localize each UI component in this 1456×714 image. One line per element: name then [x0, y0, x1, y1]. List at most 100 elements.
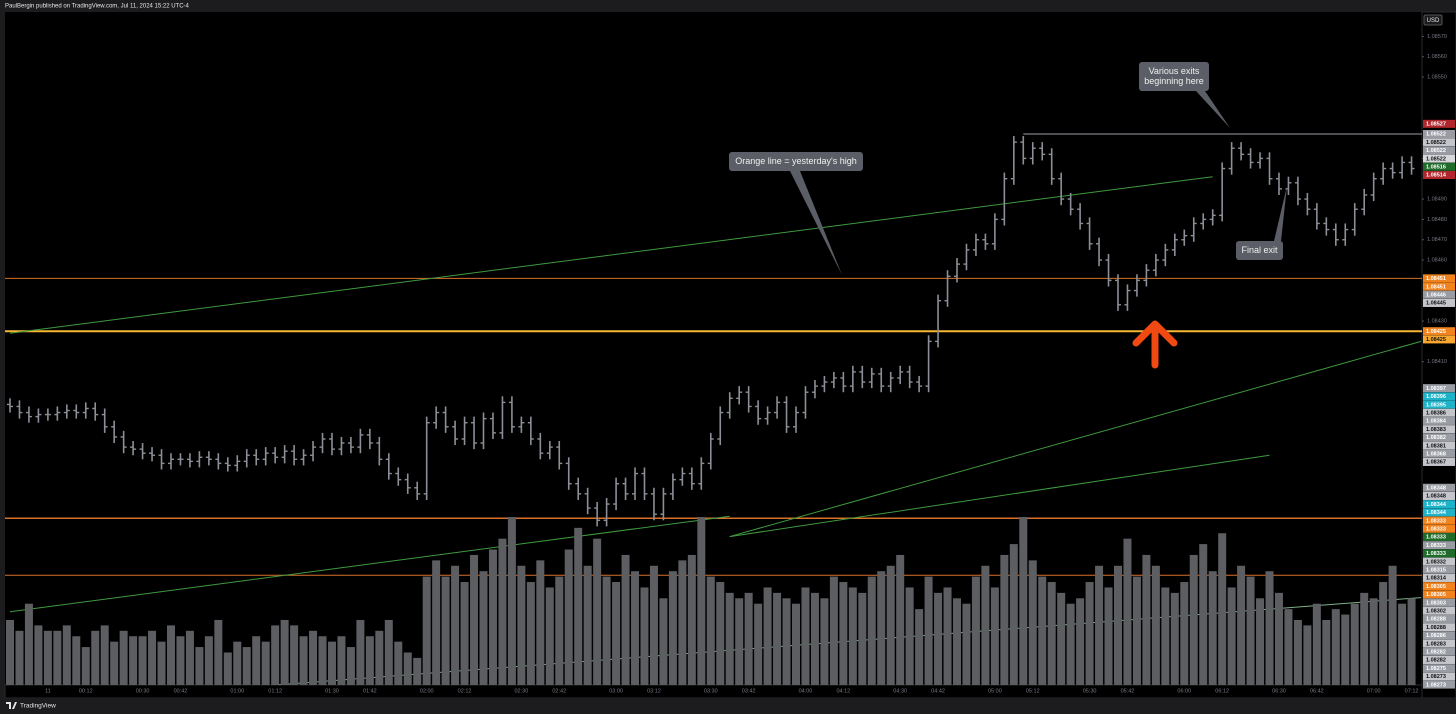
logo [6, 702, 17, 709]
x-tick-label: 07:12 [1405, 688, 1419, 694]
volume-bar [394, 641, 403, 685]
price-label: 1.08425 [1426, 329, 1446, 335]
x-tick-label: 02:30 [514, 688, 528, 694]
volume-bar [810, 592, 819, 685]
price-label-box [1423, 491, 1455, 500]
volume-bar [422, 576, 431, 685]
volume-bar [829, 576, 838, 685]
volume-bar [176, 636, 185, 685]
volume-bar [252, 636, 261, 685]
volume-bar [631, 571, 640, 685]
price-label: 1.08286 [1426, 633, 1446, 639]
y-tick-label: 1.08430 [1427, 319, 1447, 325]
price-label-box [1423, 639, 1455, 648]
price-label: 1.08386 [1426, 411, 1446, 417]
volume-bar [1199, 544, 1208, 685]
volume-bar [138, 636, 147, 685]
volume-bar [981, 565, 990, 685]
x-tick-label: 02:00 [420, 688, 434, 694]
volume-bar [763, 587, 772, 685]
volume-bar [697, 517, 706, 685]
price-label-box [1423, 557, 1455, 566]
volume-bar [602, 576, 611, 685]
currency-box [1423, 14, 1443, 26]
volume-bar [24, 603, 33, 685]
volume-bar [242, 647, 251, 685]
price-label: 1.08445 [1426, 301, 1446, 307]
price-label: 1.08315 [1426, 568, 1446, 574]
volume-bar [432, 560, 441, 685]
x-tick-label: 00:12 [79, 688, 93, 694]
x-tick-label: 01:42 [363, 688, 377, 694]
volume-bar [877, 571, 886, 685]
volume-bar [848, 587, 857, 685]
volume-bar [1274, 592, 1283, 685]
x-tick-label: 04:42 [931, 688, 945, 694]
price-label: 1.08275 [1426, 666, 1446, 672]
price-label: 1.08314 [1426, 576, 1447, 582]
price-label-box [1423, 170, 1455, 179]
price-label-box [1423, 425, 1455, 434]
volume-bar [526, 582, 535, 685]
volume-bar [1293, 619, 1302, 685]
volume-bar [574, 527, 583, 685]
price-label: 1.08303 [1426, 600, 1446, 606]
price-label: 1.08451 [1426, 284, 1446, 290]
volume-bar [356, 619, 365, 685]
volume-bar [545, 587, 554, 685]
price-label: 1.08522 [1426, 132, 1446, 138]
y-tick-label: 1.08410 [1427, 359, 1447, 365]
drawings [5, 133, 1422, 685]
volume-pane [6, 517, 1416, 685]
volume-bar [309, 630, 318, 685]
volume-bar [91, 630, 100, 685]
price-label: 1.08514 [1426, 173, 1447, 179]
volume-bar [185, 630, 194, 685]
price-label: 1.08516 [1426, 165, 1446, 171]
x-tick-label: 11 [45, 688, 51, 694]
volume-bar [299, 636, 308, 685]
volume-bar [507, 517, 516, 685]
price-label: 1.08283 [1426, 641, 1446, 647]
volume-bar [1151, 565, 1160, 685]
price-label-box [1423, 565, 1455, 574]
volume-bar [157, 641, 166, 685]
volume-bar [318, 636, 327, 685]
price-label-box [1423, 327, 1455, 336]
volume-bar [375, 630, 384, 685]
volume-bar [441, 576, 450, 685]
x-tick-label: 05:12 [1026, 688, 1040, 694]
volume-bar [1369, 598, 1378, 685]
volume-bar [744, 592, 753, 685]
volume-bar [990, 587, 999, 685]
volume-bar [1095, 565, 1104, 685]
price-label: 1.08332 [1426, 559, 1446, 565]
price-label-box [1423, 457, 1455, 466]
price-label-box [1423, 483, 1455, 492]
x-tick-label: 01:12 [268, 688, 282, 694]
price-label-box [1423, 524, 1455, 533]
volume-bar [934, 592, 943, 685]
x-tick-label: 05:00 [988, 688, 1002, 694]
price-label-box [1423, 449, 1455, 458]
volume-bar [1322, 619, 1331, 685]
price-label: 1.08382 [1426, 435, 1446, 441]
volume-bar [261, 641, 270, 685]
x-tick-label: 06:00 [1177, 688, 1191, 694]
volume-bar [1208, 571, 1217, 685]
price-label-box [1423, 416, 1455, 425]
price-label: 1.08288 [1426, 617, 1446, 623]
x-tick-label: 04:00 [799, 688, 813, 694]
price-label: 1.08273 [1426, 682, 1446, 688]
volume-bar [290, 625, 299, 685]
y-tick-label: 1.08480 [1427, 217, 1447, 223]
volume-bar [886, 565, 895, 685]
price-label-box [1423, 400, 1455, 409]
price-label: 1.08333 [1426, 518, 1446, 524]
y-tick-label: 1.08570 [1427, 34, 1447, 40]
price-label: 1.08344 [1426, 502, 1447, 508]
trend-line [9, 515, 730, 613]
volume-bar [593, 538, 602, 685]
volume-bar [1170, 592, 1179, 685]
